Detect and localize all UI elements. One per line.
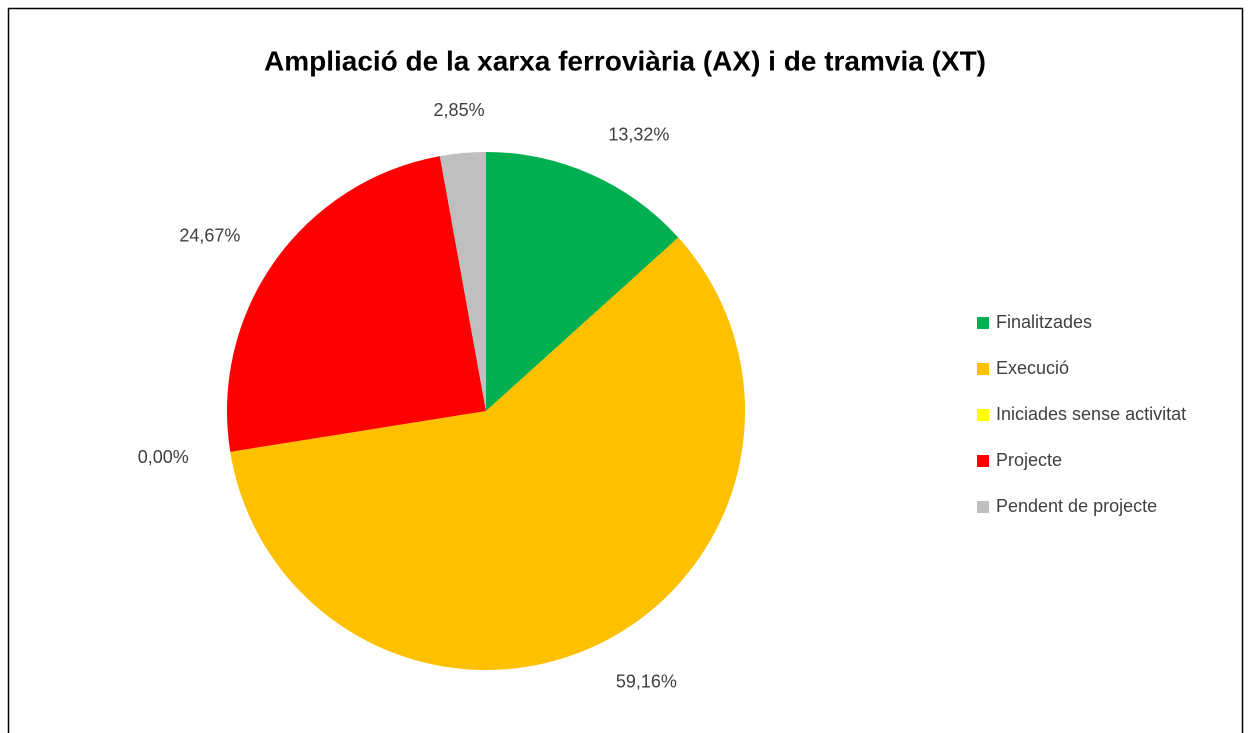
data-label: 24,67% xyxy=(179,226,240,246)
legend-label: Finalitzades xyxy=(996,312,1092,332)
legend-swatch xyxy=(977,455,989,467)
pie-slice xyxy=(226,156,486,452)
legend-label: Projecte xyxy=(996,450,1062,470)
legend-label: Pendent de projecte xyxy=(996,496,1157,516)
legend-swatch xyxy=(977,409,989,421)
data-label: 59,16% xyxy=(616,671,677,691)
legend-swatch xyxy=(977,317,989,329)
chart-title: Ampliació de la xarxa ferroviària (AX) i… xyxy=(264,45,986,76)
data-label: 2,85% xyxy=(434,100,485,120)
legend-swatch xyxy=(977,501,989,513)
pie-slice xyxy=(230,237,746,671)
legend-swatch xyxy=(977,363,989,375)
pie-slice xyxy=(439,152,486,411)
data-label: 13,32% xyxy=(608,125,669,145)
legend-label: Iniciades sense activitat xyxy=(996,404,1186,424)
legend-label: Execució xyxy=(996,358,1069,378)
pie-slice xyxy=(486,152,679,411)
data-label: 0,00% xyxy=(138,447,189,467)
